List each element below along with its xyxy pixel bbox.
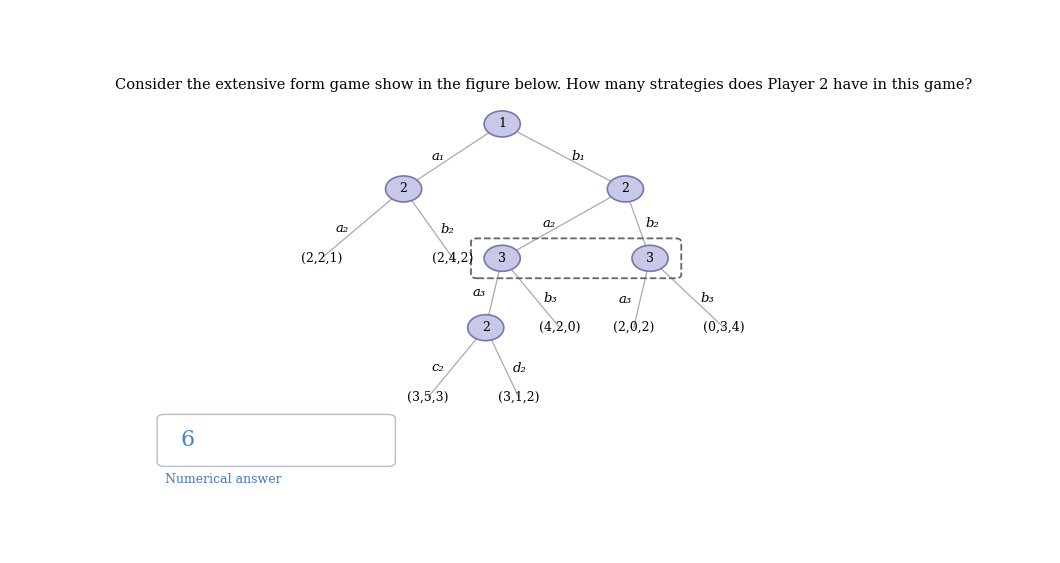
Text: 2: 2 xyxy=(400,182,407,195)
Text: (3,1,2): (3,1,2) xyxy=(498,391,540,404)
Text: d₂: d₂ xyxy=(513,362,527,375)
Ellipse shape xyxy=(607,176,643,202)
Text: 3: 3 xyxy=(646,252,654,265)
Text: b₃: b₃ xyxy=(701,292,714,305)
Text: b₃: b₃ xyxy=(544,292,558,305)
Ellipse shape xyxy=(386,176,422,202)
Text: (3,5,3): (3,5,3) xyxy=(407,391,449,404)
Text: a₁: a₁ xyxy=(431,150,445,163)
Text: a₃: a₃ xyxy=(473,287,485,300)
Text: a₂: a₂ xyxy=(543,217,555,230)
Text: 2: 2 xyxy=(482,321,490,334)
Text: (0,3,4): (0,3,4) xyxy=(703,321,745,334)
Ellipse shape xyxy=(484,245,520,271)
Text: b₁: b₁ xyxy=(571,150,585,163)
Text: c₂: c₂ xyxy=(431,361,444,374)
Text: (4,2,0): (4,2,0) xyxy=(538,321,581,334)
Text: (2,0,2): (2,0,2) xyxy=(613,321,654,334)
Text: a₂: a₂ xyxy=(335,222,349,235)
Text: (2,4,2): (2,4,2) xyxy=(432,252,474,265)
Text: (2,2,1): (2,2,1) xyxy=(301,252,342,265)
Text: 1: 1 xyxy=(498,118,507,131)
Text: a₃: a₃ xyxy=(619,293,632,306)
Text: 3: 3 xyxy=(498,252,507,265)
FancyBboxPatch shape xyxy=(157,414,395,466)
Text: b₂: b₂ xyxy=(440,223,454,236)
Ellipse shape xyxy=(484,111,520,137)
Text: b₂: b₂ xyxy=(646,217,659,230)
Text: 2: 2 xyxy=(621,182,630,195)
Ellipse shape xyxy=(467,315,503,341)
Text: Consider the extensive form game show in the figure below. How many strategies d: Consider the extensive form game show in… xyxy=(114,78,972,92)
Text: 6: 6 xyxy=(180,430,194,452)
Ellipse shape xyxy=(632,245,668,271)
Text: Numerical answer: Numerical answer xyxy=(165,473,282,486)
